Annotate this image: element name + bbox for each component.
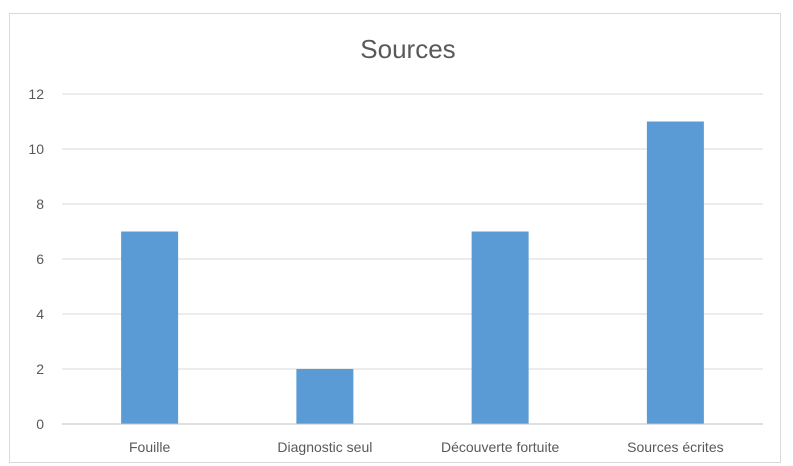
bar-0: [121, 231, 179, 424]
x-tick-label: Découverte fortuite: [441, 439, 559, 455]
bar-3: [646, 121, 704, 424]
y-tick-label: 8: [36, 196, 44, 212]
bar-2: [471, 231, 529, 424]
chart-title: Sources: [360, 34, 455, 64]
x-tick-label: Sources écrites: [627, 439, 723, 455]
x-axis-ticks: Fouille Diagnostic seul Découverte fortuit…: [129, 439, 724, 455]
x-tick-label: Diagnostic seul: [277, 439, 372, 455]
y-tick-label: 4: [36, 306, 44, 322]
y-tick-label: 2: [36, 361, 44, 377]
y-tick-label: 6: [36, 251, 44, 267]
y-tick-label: 10: [28, 141, 44, 157]
bar-1: [296, 369, 354, 424]
gridlines: [62, 93, 763, 370]
bars: [121, 121, 704, 424]
y-tick-label: 0: [36, 416, 44, 432]
y-tick-label: 12: [28, 86, 44, 102]
x-tick-label: Fouille: [129, 439, 170, 455]
y-axis-ticks: 0 2 4 6 8 10 12: [28, 86, 44, 432]
